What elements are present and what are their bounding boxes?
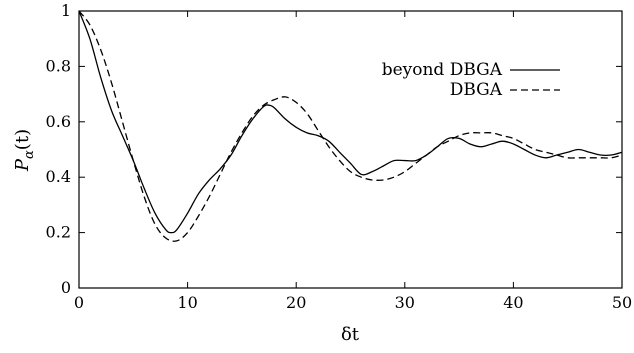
y-tick-label: 1 xyxy=(61,1,71,20)
x-tick-label: 10 xyxy=(177,293,197,312)
legend-label: beyond DBGA xyxy=(382,60,503,80)
y-axis-label-prefix: P xyxy=(12,158,33,172)
x-axis-label: δt xyxy=(341,324,360,345)
y-axis-label-subscript: α xyxy=(22,150,37,159)
legend-label: DBGA xyxy=(450,80,503,100)
x-tick-label: 20 xyxy=(286,293,306,312)
y-axis-label: Pα(t) xyxy=(12,129,37,172)
y-tick-label: 0.4 xyxy=(46,167,71,186)
axes: 0 10 20 30 40 50 0 0.2 0.4 0.6 0.8 1 xyxy=(46,1,633,312)
x-tick-label: 40 xyxy=(503,293,523,312)
plot-frame xyxy=(78,10,623,289)
x-tick-label: 0 xyxy=(74,293,84,312)
y-tick-label: 0.2 xyxy=(46,223,71,242)
y-tick-label: 0.8 xyxy=(46,56,71,75)
y-tick-label: 0.6 xyxy=(46,112,71,131)
series-lines xyxy=(78,10,623,242)
series-line-beyond-dbga xyxy=(78,10,623,234)
y-axis-label-suffix: (t) xyxy=(12,129,33,150)
series-line-dbga xyxy=(78,10,623,242)
x-tick-label: 50 xyxy=(612,293,632,312)
y-tick-label: 0 xyxy=(61,278,71,297)
x-tick-label: 30 xyxy=(395,293,415,312)
